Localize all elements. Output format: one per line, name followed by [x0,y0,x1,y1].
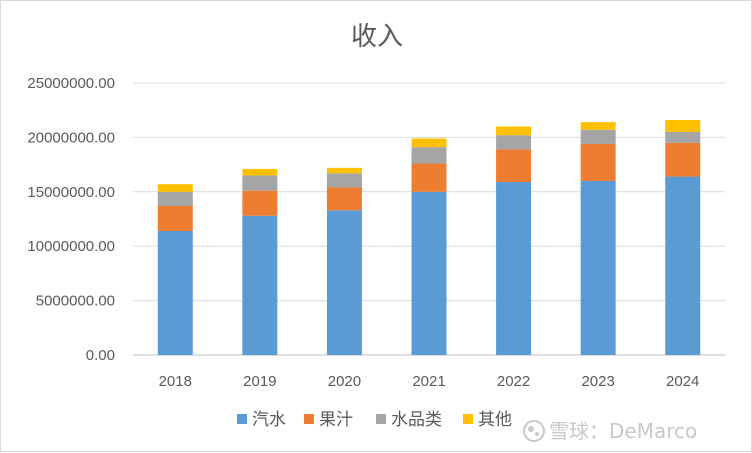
bar-segment-2022-2 [496,135,532,150]
legend-item: 其他 [463,410,512,430]
bar-segment-2021-3 [411,138,447,148]
bar-segment-2020-2 [326,173,362,188]
watermark-text: 雪球：DeMarco [549,419,697,443]
bar-segment-2023-0 [580,180,616,355]
legend-item: 果汁 [304,410,353,430]
bar-segment-2022-1 [496,149,532,183]
bar-segment-2019-3 [242,168,278,176]
snowball-logo-icon [523,420,545,442]
y-tick-label: 20000000.00 [27,129,115,146]
bar-segment-2023-3 [580,122,616,130]
legend-swatch [237,414,247,424]
y-tick-label: 25000000.00 [27,75,115,92]
bar-segment-2020-1 [326,187,362,211]
legend-item: 水品类 [376,410,442,430]
bar-segment-2018-1 [157,205,193,231]
legend-item: 汽水 [237,410,286,430]
legend: 汽水 果汁 水品类 其他 [237,410,512,430]
bar-segment-2020-3 [326,167,362,174]
legend-swatch [376,414,386,424]
x-tick-label: 2018 [159,373,192,390]
bar-segment-2019-2 [242,175,278,191]
bar-segment-2019-1 [242,190,278,216]
legend-swatch [463,414,473,424]
x-tick-label: 2019 [243,373,276,390]
bar-segment-2019-0 [242,215,278,355]
bar-segment-2021-2 [411,147,447,164]
y-axis-tick-labels: 0.00 5000000.00 10000000.00 15000000.00 2000… [27,75,115,364]
bar-segment-2024-0 [665,176,701,355]
legend-label: 果汁 [319,410,353,430]
bar-segment-2024-3 [665,119,701,132]
x-axis-tick-labels: 2018 2019 2020 2021 2022 2023 2024 [159,373,700,390]
bar-segment-2018-0 [157,230,193,355]
y-tick-label: 10000000.00 [27,238,115,255]
y-tick-label: 15000000.00 [27,184,115,201]
chart-title: 收入 [351,22,403,52]
bar-segment-2021-0 [411,191,447,355]
x-tick-label: 2021 [412,373,445,390]
x-tick-label: 2024 [666,373,699,390]
bars [157,119,701,355]
legend-label: 汽水 [252,410,286,430]
x-tick-label: 2023 [581,373,614,390]
bar-segment-2023-1 [580,143,616,181]
bar-segment-2022-3 [496,126,532,136]
legend-swatch [304,414,314,424]
y-tick-label: 5000000.00 [36,293,115,310]
legend-label: 其他 [478,410,512,430]
bar-segment-2021-1 [411,163,447,192]
legend-label: 水品类 [391,410,442,430]
x-tick-label: 2022 [497,373,530,390]
bar-segment-2023-2 [580,129,616,144]
bar-segment-2020-0 [326,210,362,355]
y-tick-label: 0.00 [86,347,115,364]
x-tick-label: 2020 [328,373,361,390]
watermark: 雪球：DeMarco [523,419,697,443]
bar-segment-2024-1 [665,142,701,177]
bar-segment-2018-3 [157,184,193,192]
bar-segment-2018-2 [157,191,193,206]
bar-segment-2024-2 [665,131,701,143]
bar-segment-2022-0 [496,182,532,355]
